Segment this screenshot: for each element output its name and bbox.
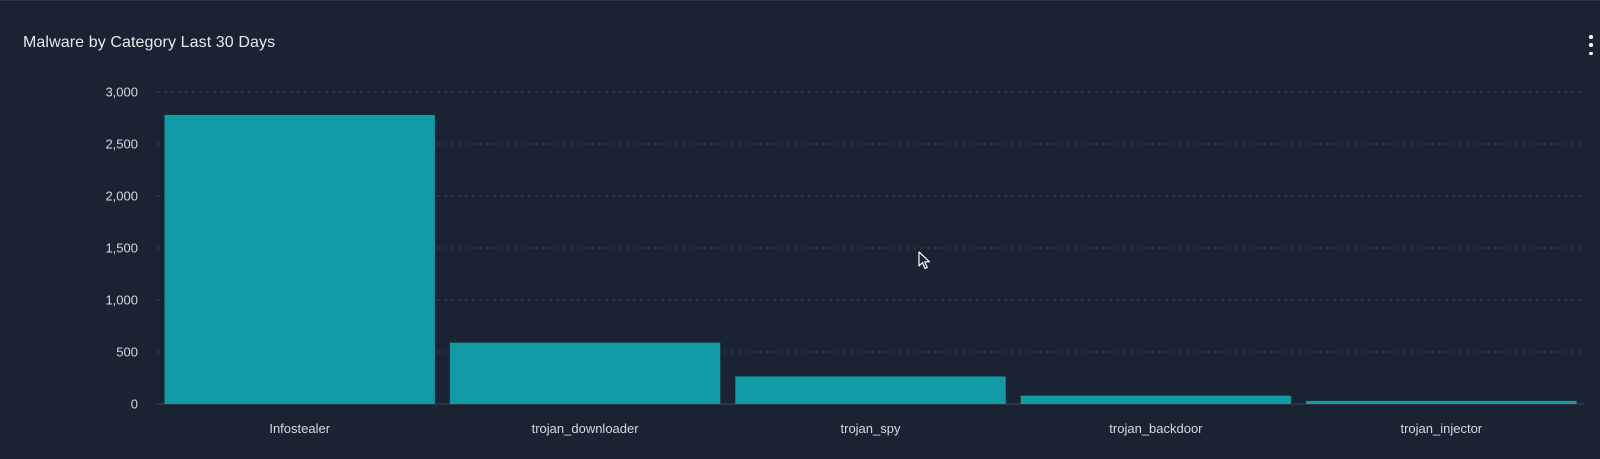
bar-infostealer[interactable]: [164, 114, 435, 404]
bar-trojan-downloader[interactable]: [449, 342, 721, 404]
mouse-cursor-icon: [918, 251, 931, 270]
x-tick-label: trojan_downloader: [532, 421, 640, 436]
y-tick-label: 3,000: [105, 85, 138, 100]
x-tick-label: trojan_spy: [841, 421, 901, 436]
vertical-ellipsis-icon: [1589, 35, 1593, 39]
x-tick-label: trojan_backdoor: [1109, 421, 1203, 436]
vertical-ellipsis-icon: [1589, 43, 1593, 47]
y-tick-label: 2,000: [105, 189, 138, 204]
x-axis-tick-labels: Infostealer trojan_downloader trojan_spy tr…: [269, 421, 1482, 436]
bar-trojan-backdoor[interactable]: [1020, 395, 1292, 404]
x-tick-label: Infostealer: [269, 421, 330, 436]
y-tick-label: 1,000: [105, 293, 138, 308]
panel-title: Malware by Category Last 30 Days: [23, 34, 276, 51]
vertical-ellipsis-icon: [1589, 51, 1593, 55]
y-tick-label: 500: [116, 345, 138, 360]
panel-menu-button[interactable]: [1584, 35, 1598, 55]
y-axis-tick-labels: 0 500 1,000 1,500 2,000 2,500 3,000: [105, 85, 138, 412]
y-tick-label: 0: [131, 397, 138, 412]
bar-trojan-spy[interactable]: [735, 376, 1006, 404]
y-tick-label: 1,500: [105, 241, 138, 256]
bars: [164, 114, 1577, 404]
y-tick-label: 2,500: [105, 137, 138, 152]
x-tick-label: trojan_injector: [1400, 421, 1482, 436]
bar-trojan-injector[interactable]: [1306, 400, 1577, 404]
